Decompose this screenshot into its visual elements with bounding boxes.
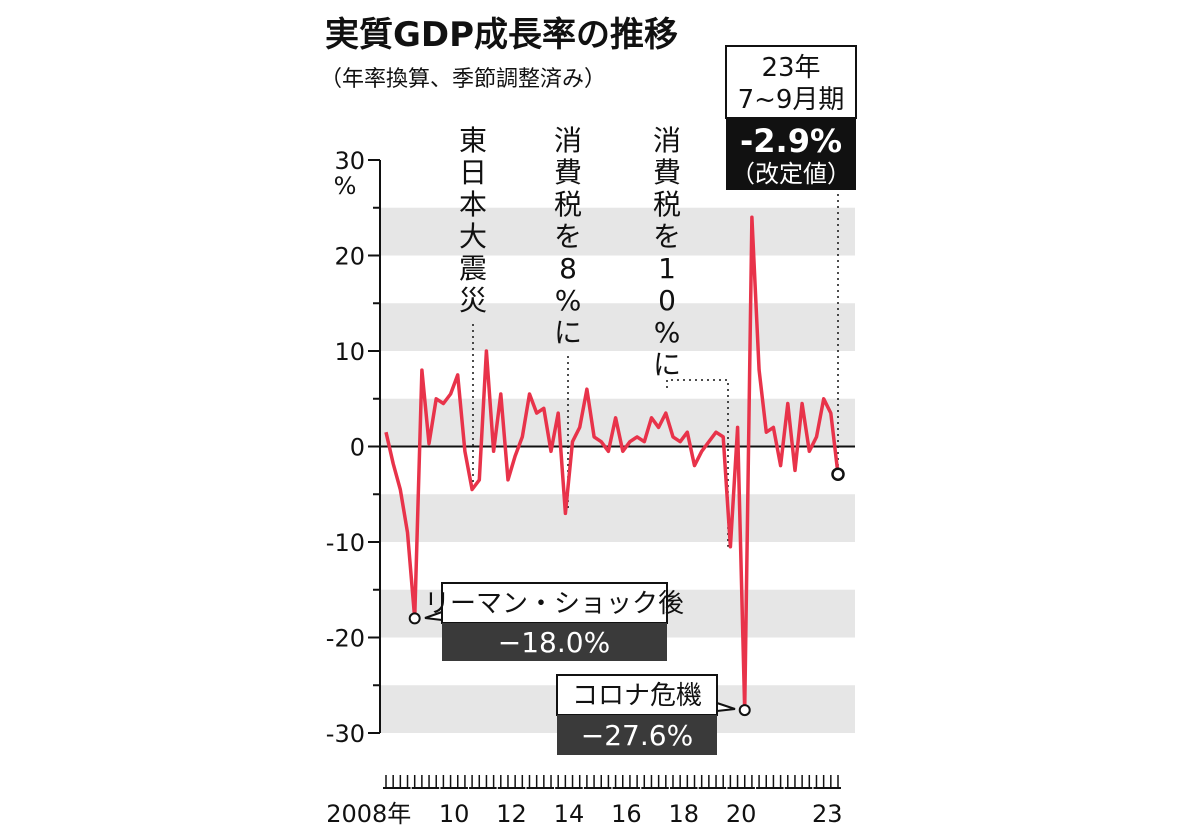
event-label-char: 消 — [653, 124, 681, 157]
x-axis: 2008年 10 12 14 16 18 20 23 — [326, 775, 843, 828]
latest-value: -2.9% — [740, 122, 842, 160]
event-label-char: 東 — [459, 124, 487, 157]
series-line — [384, 215, 840, 712]
x-tick-label: 20 — [726, 800, 757, 828]
latest-marker — [831, 467, 845, 481]
latest-period-year: 23年 — [761, 53, 820, 83]
event-label-char: 費 — [554, 156, 582, 189]
latest-period-box — [725, 45, 857, 119]
grid-band — [380, 494, 855, 542]
y-tick-label: 20 — [334, 243, 365, 271]
lehman-value: −18.0% — [498, 626, 610, 659]
event-label-char: を — [653, 220, 681, 253]
event-label-char: 震 — [459, 252, 487, 285]
event-label-char: 8 — [559, 252, 577, 285]
lehman-pointer — [424, 610, 443, 622]
grid-band — [380, 303, 855, 351]
corona-marker — [738, 704, 751, 717]
latest-note: （改定値） — [731, 160, 851, 188]
x-tick-label: 14 — [554, 800, 585, 828]
event-label-char: 消 — [554, 124, 582, 157]
corona-label: コロナ危機 — [572, 681, 702, 711]
latest-value-box — [726, 118, 856, 190]
event-label-char: % — [555, 284, 582, 317]
event-label-char: 本 — [459, 188, 487, 221]
lehman-label: リーマン・ショック後 — [424, 589, 684, 619]
corona-value-box — [557, 715, 717, 755]
event-label-char: に — [653, 348, 681, 381]
y-tick-label: 10 — [334, 338, 365, 366]
chart-title: 実質GDP成長率の推移 — [325, 15, 678, 55]
y-tick-label: -20 — [326, 625, 365, 653]
event-label-char: 1 — [658, 252, 676, 285]
x-tick-label: 2008年 — [326, 800, 411, 828]
event-label-char: 費 — [653, 156, 681, 189]
event-label-char: 0 — [658, 284, 676, 317]
y-tick-label: 30 — [334, 147, 365, 175]
y-tick-label: -10 — [326, 529, 365, 557]
corona-value: −27.6% — [581, 719, 693, 752]
event-label-char: 日 — [459, 156, 487, 189]
y-tick-label: -30 — [326, 720, 365, 748]
corona-pointer — [716, 701, 736, 713]
lehman-value-box — [442, 623, 667, 661]
event-label-char: 税 — [653, 188, 681, 221]
event-label-char: に — [554, 316, 582, 349]
y-axis-unit: % — [334, 172, 357, 200]
x-tick-label: 16 — [611, 800, 642, 828]
chart-subtitle: （年率換算、季節調整済み） — [320, 67, 606, 92]
event-label-char: % — [654, 316, 681, 349]
corona-label-box — [556, 674, 718, 716]
x-tick-label: 12 — [496, 800, 527, 828]
lehman-marker — [408, 612, 421, 625]
event-label-char: 税 — [554, 188, 582, 221]
x-tick-label: 18 — [668, 800, 699, 828]
latest-period-quarter: 7~9月期 — [738, 85, 845, 115]
grid-band — [380, 207, 855, 256]
x-tick-label: 10 — [439, 800, 470, 828]
event-label-char: を — [554, 220, 582, 253]
lehman-label-box — [441, 582, 668, 624]
event-label-char: 災 — [459, 284, 487, 317]
y-tick-label: 0 — [350, 434, 365, 462]
event-label-char: 大 — [459, 220, 487, 253]
x-tick-label: 23 — [812, 800, 843, 828]
